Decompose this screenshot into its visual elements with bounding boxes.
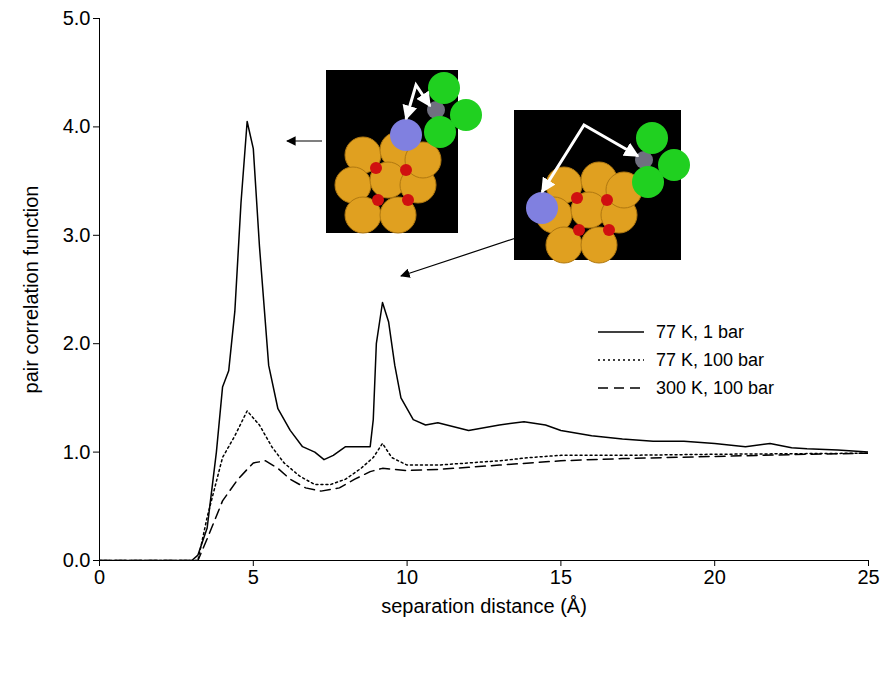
svg-text:4.0: 4.0 (63, 115, 91, 137)
svg-text:25: 25 (857, 566, 879, 588)
svg-text:20: 20 (704, 566, 726, 588)
svg-text:3.0: 3.0 (63, 224, 91, 246)
html-text:77 K, 1 bar: 77 K, 1 bar (656, 321, 745, 342)
svg-text:10: 10 (396, 566, 418, 588)
svg-text:5.0: 5.0 (63, 7, 91, 29)
svg-text:2.0: 2.0 (63, 332, 91, 354)
svg-text:15: 15 (550, 566, 572, 588)
html-text:77 K, 100 bar: 77 K, 100 bar (656, 349, 765, 370)
svg-text:separation distance (Å): separation distance (Å) (381, 595, 587, 617)
html-text:300 K, 100 bar: 300 K, 100 bar (656, 377, 775, 398)
svg-text:0.0: 0.0 (63, 549, 91, 571)
svg-text:1.0: 1.0 (63, 441, 91, 463)
svg-text:pair correlation function: pair correlation function (20, 186, 42, 394)
svg-text:5: 5 (248, 566, 259, 588)
svg-text:0: 0 (94, 566, 105, 588)
